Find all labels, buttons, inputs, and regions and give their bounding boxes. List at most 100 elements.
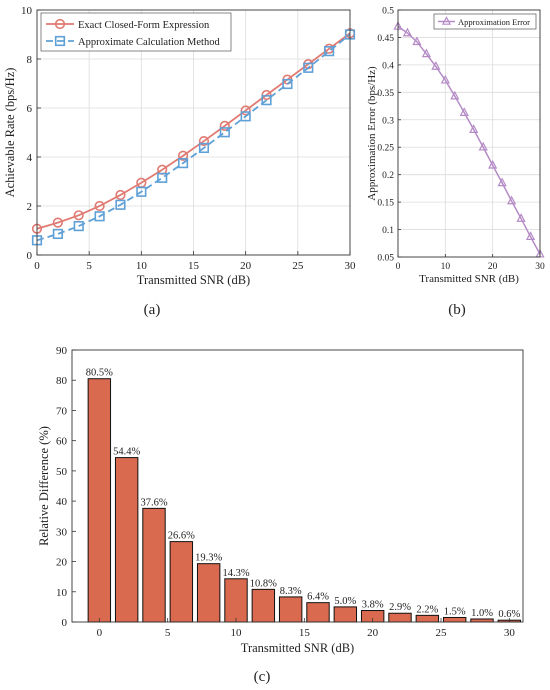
panel-b-xtick-label: 30 [535, 262, 545, 272]
bar-data-label: 10.8% [250, 578, 277, 589]
panel-a-xtick-label: 10 [136, 260, 148, 272]
panel-b-ytick-label: 0.25 [377, 144, 394, 154]
legend-label-approx: Approximate Calculation Method [78, 37, 220, 48]
bar-data-label: 80.5% [86, 368, 113, 379]
legend-marker-error [441, 16, 452, 25]
series-error-point [497, 177, 507, 187]
panel-c-ytick-label: 60 [56, 436, 68, 448]
series-exact-line [36, 32, 351, 230]
series-error-point [488, 159, 498, 169]
caption-c: (c) [254, 669, 271, 685]
panel-b-ytick-label: 0.35 [377, 89, 394, 99]
series-error-point [525, 231, 536, 240]
panel-a-legend-box [40, 12, 232, 52]
bar-data-label: 8.3% [280, 586, 302, 597]
panel-c-ytick-label: 20 [56, 557, 68, 569]
panel-a-xtick-label: 5 [86, 260, 92, 272]
series-approx-point [177, 158, 189, 169]
bar [114, 457, 139, 623]
bar-data-label: 26.6% [168, 531, 195, 542]
panel-b-xtick-label: 10 [441, 262, 451, 272]
panel-a-xtick-label: 15 [188, 260, 200, 272]
panel-a-xtick-label: 25 [292, 260, 304, 272]
panel-a-xlabel: Transmitted SNR (dB) [137, 273, 250, 287]
bar-data-label: 2.2% [416, 604, 438, 615]
panel-b-ytick-label: 0.15 [377, 199, 394, 209]
bar [87, 378, 112, 623]
series-exact-point [219, 120, 230, 131]
panel-b-xtick-label: 0 [396, 262, 401, 272]
panel-c-plot-frame [71, 349, 524, 623]
panel-c-ytick-label: 30 [56, 526, 68, 538]
panel-b-xtick-label: 20 [488, 262, 498, 272]
panel-a-ytick-label: 10 [21, 5, 33, 17]
series-exact-point [177, 150, 189, 161]
series-exact-point [261, 89, 272, 101]
series-exact-point [240, 105, 251, 116]
series-error-point [469, 124, 479, 133]
panel-a-ytick-label: 0 [27, 250, 33, 262]
bar-data-label: 5.0% [334, 596, 356, 607]
bar-data-label: 2.9% [389, 602, 411, 613]
panel-c-xtick-label: 10 [231, 627, 243, 639]
series-approx-point [115, 199, 126, 210]
panel-a-ytick-label: 4 [27, 152, 33, 164]
legend-marker-exact [54, 18, 66, 30]
panel-b-legend: Approximation Error [433, 13, 537, 30]
panel-b-ytick-label: 0.5 [382, 7, 394, 17]
series-approx-point [219, 127, 230, 138]
panel-c-ytick-label: 40 [56, 496, 68, 508]
series-approx-point [261, 95, 272, 106]
bar-data-label: 0.6% [498, 609, 520, 620]
panel-b-ytick-label: 0.2 [382, 171, 394, 181]
bar [224, 578, 248, 623]
series-error-point [478, 141, 488, 151]
panel-a-xtick-label: 20 [240, 260, 252, 272]
panel-b-legend-box [433, 13, 537, 30]
bar [251, 588, 276, 623]
series-error-point [516, 213, 526, 222]
panel-c-ylabel: Relative Difference (%) [37, 426, 51, 546]
panel-b-xlabel: Transmitted SNR (dB) [419, 273, 519, 285]
panel-a-chart: 0 5 10 15 20 25 30 0 2 4 6 8 10 Transmitted SNR (dB)… [3, 5, 356, 318]
bar-data-label: 1.0% [471, 608, 493, 619]
bar-data-label: 19.3% [195, 553, 222, 564]
panel-c-ytick-label: 10 [56, 587, 68, 599]
panel-b-ytick-label: 0.1 [382, 226, 394, 236]
panel-c-ytick-label: 80 [56, 375, 68, 387]
panel-b-ytick-label: 0.4 [382, 61, 394, 71]
series-exact-point [115, 189, 126, 201]
series-approx-point [303, 62, 314, 73]
bar [415, 614, 440, 623]
bar [169, 541, 194, 623]
legend-marker-approx [54, 35, 66, 47]
panel-c-xlabel: Transmitted SNR (dB) [241, 641, 354, 655]
bar-data-label: 3.8% [362, 600, 384, 611]
series-approx-point [324, 46, 335, 57]
panel-c-ytick-label: 70 [56, 405, 68, 417]
panel-c-xtick-label: 5 [165, 627, 171, 639]
series-approx-point [198, 142, 210, 154]
panel-a-ytick-label: 8 [27, 54, 33, 66]
panel-c-xtick-label: 25 [436, 627, 448, 639]
series-approx-point [94, 211, 105, 222]
legend-label-error: Approximation Error [458, 17, 530, 27]
series-error-point [507, 195, 517, 205]
series-approx-point [157, 172, 168, 183]
bar [333, 606, 358, 623]
series-approx-point [240, 111, 251, 122]
bar [142, 507, 166, 623]
bar-data-label: 6.4% [307, 592, 329, 603]
panel-c-xtick-label: 15 [299, 627, 311, 639]
panel-b-ytick-label: 0.3 [382, 116, 394, 126]
bar [470, 618, 494, 623]
bar-data-label: 1.5% [444, 606, 466, 617]
series-approx-line [36, 33, 351, 242]
series-error-point [402, 27, 413, 37]
caption-b: (b) [448, 302, 466, 318]
panel-a-xtick-label: 30 [345, 260, 357, 272]
series-error-point [450, 90, 460, 100]
panel-b-ytick-label: 0.05 [377, 254, 394, 264]
panel-b-chart: 0 10 20 30 0.05 0.1 0.15 0.2 0.25 0.3 0.35 0.4 0.45 0… [366, 7, 545, 319]
series-error-point [421, 48, 431, 58]
